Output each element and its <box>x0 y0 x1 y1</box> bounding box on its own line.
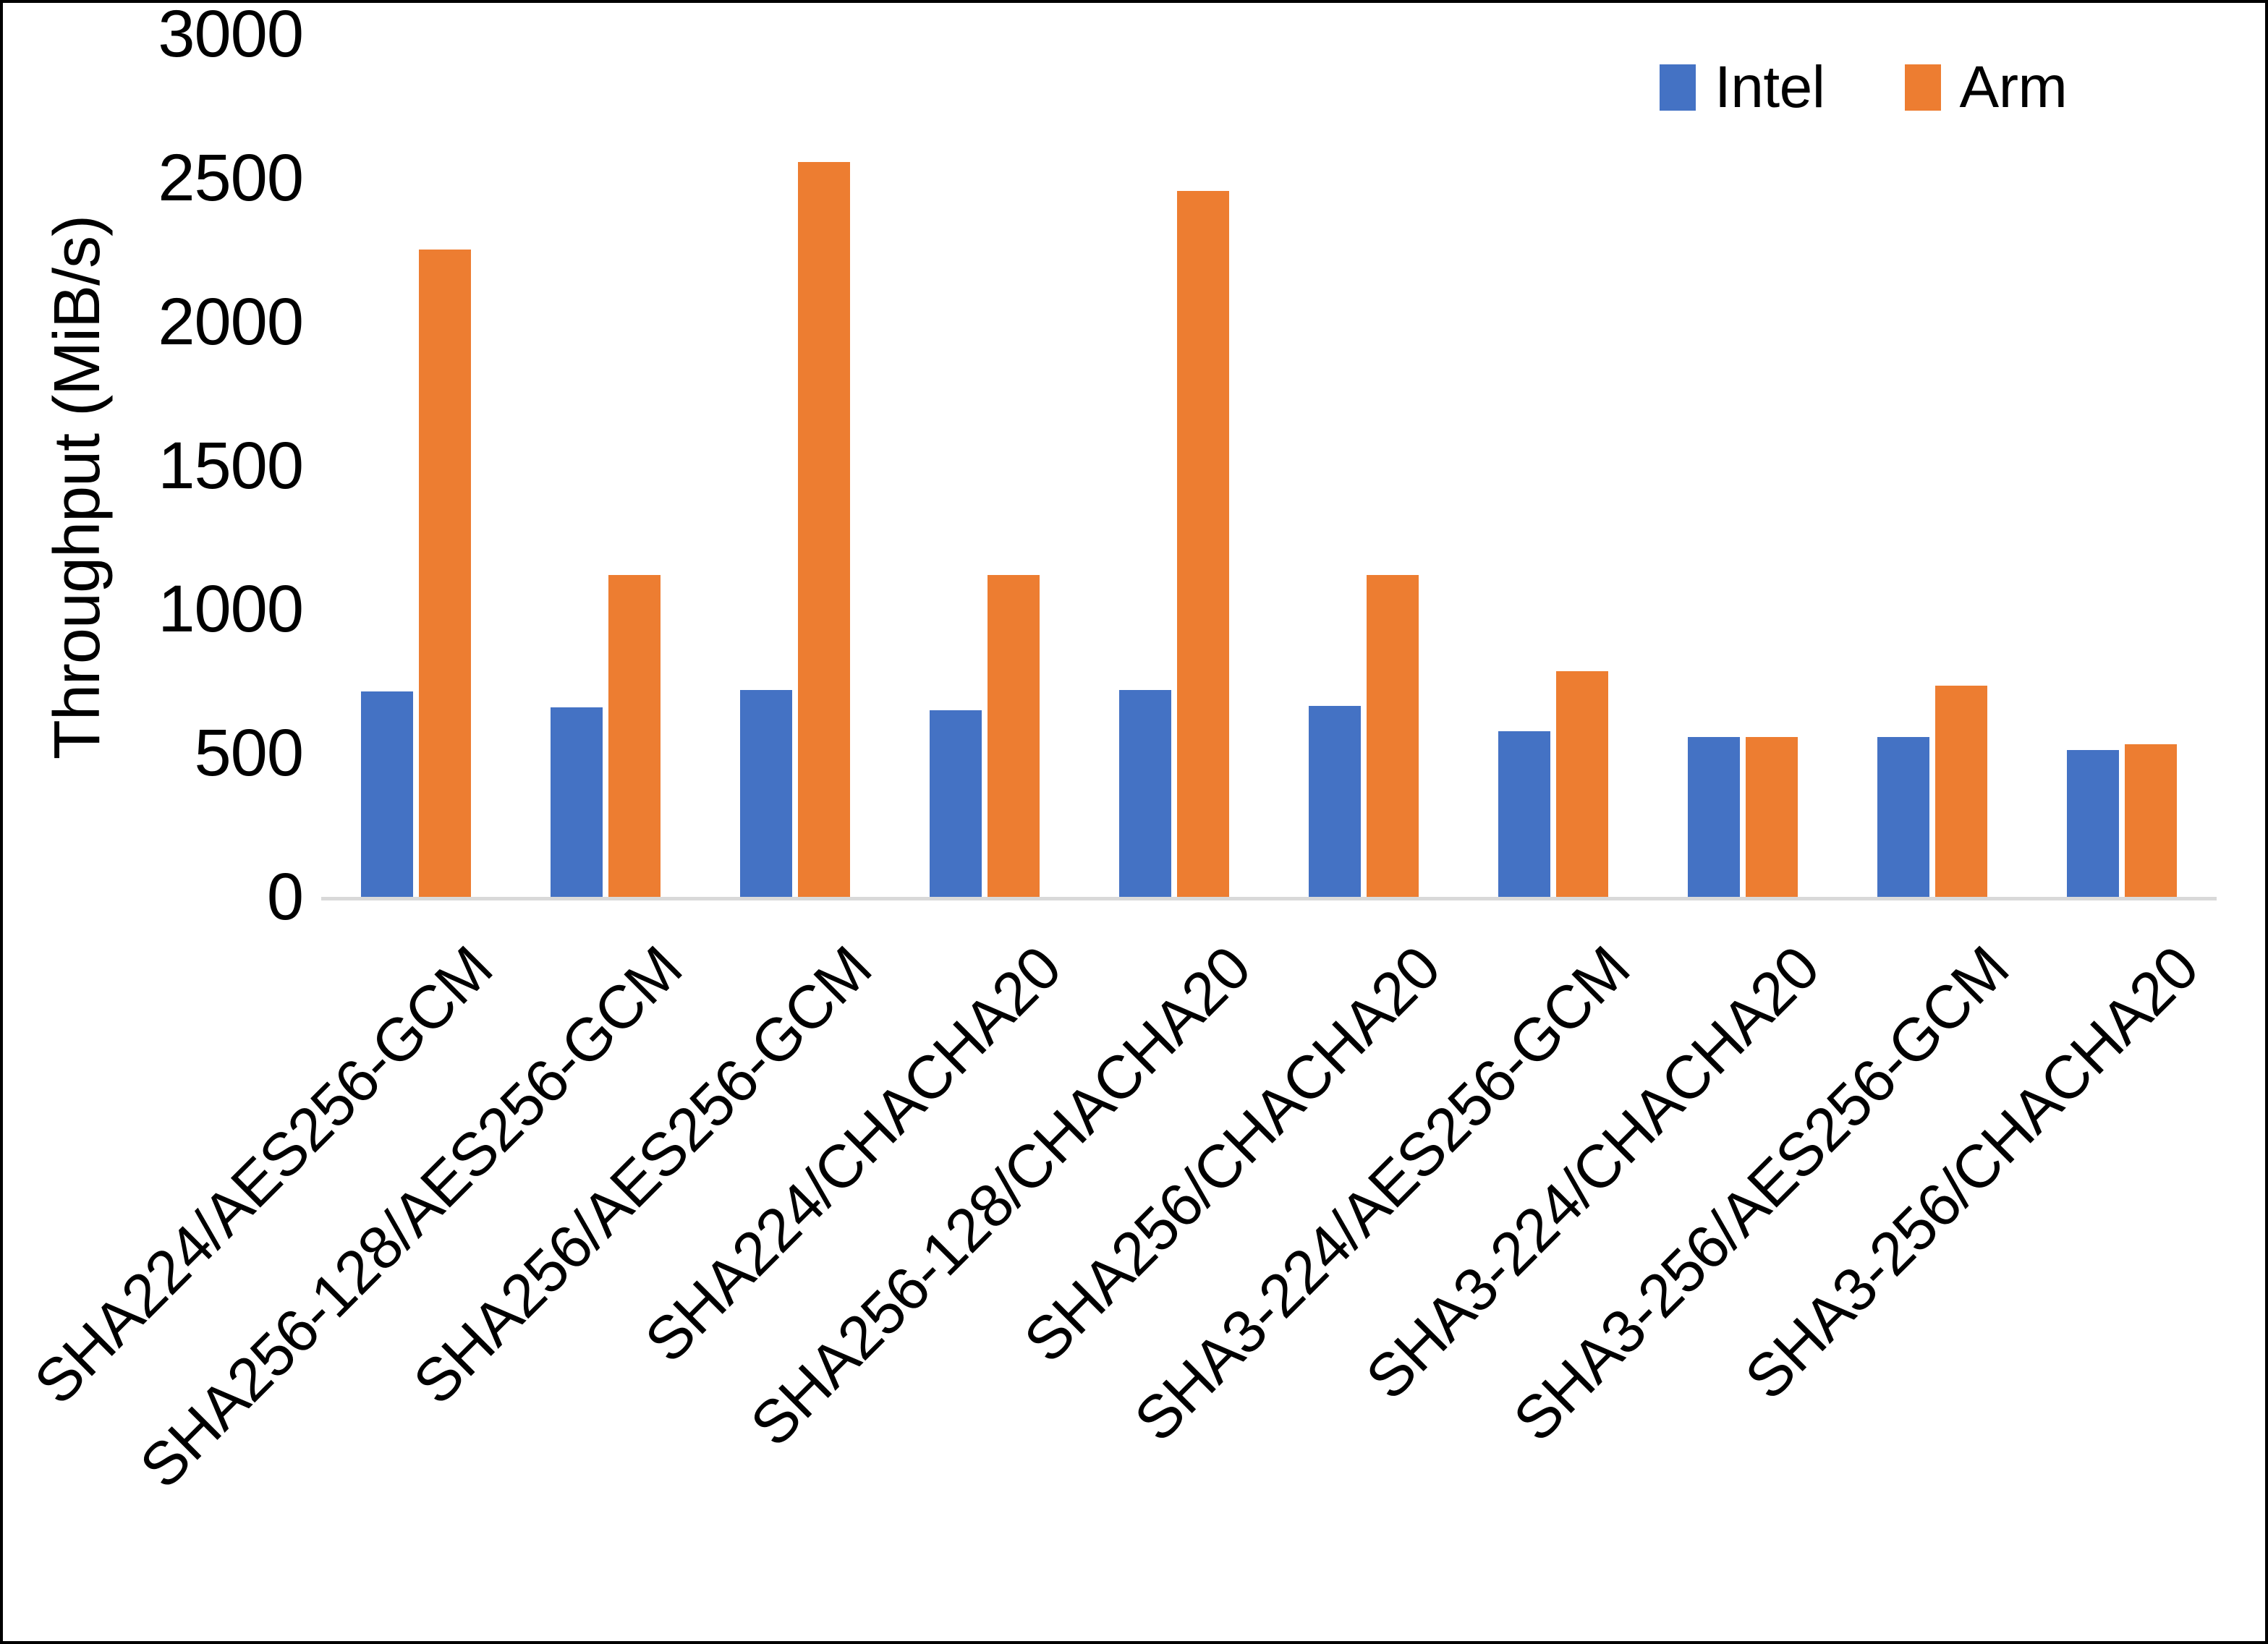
x-axis-baseline <box>321 897 2217 900</box>
legend-swatch-arm-icon <box>1904 64 1941 111</box>
y-axis-tick-labels: 3000 2500 2000 1500 1000 500 0 <box>79 0 305 930</box>
legend-label-arm: Arm <box>1959 54 2068 120</box>
bar-intel-7[interactable] <box>1688 737 1740 897</box>
bar-intel-5[interactable] <box>1309 705 1361 897</box>
y-tick-label: 3000 <box>158 0 304 71</box>
bar-intel-6[interactable] <box>1498 731 1550 897</box>
bar-group <box>890 34 1079 897</box>
bar-group <box>1269 34 1458 897</box>
bar-group <box>321 34 511 897</box>
bar-intel-8[interactable] <box>1877 737 1929 897</box>
x-tick-label: SHA3-224/AES256-GCM <box>1121 933 1642 1455</box>
bar-group <box>1648 34 1838 897</box>
legend-swatch-intel-icon <box>1660 64 1696 111</box>
bar-arm-4[interactable] <box>1177 190 1229 897</box>
bar-arm-6[interactable] <box>1556 670 1608 897</box>
x-tick-label: SHA256/AES256-GCM <box>400 933 884 1417</box>
bar-group <box>2027 34 2217 897</box>
bar-arm-0[interactable] <box>419 250 471 897</box>
chart-legend: Intel Arm <box>1660 54 2068 120</box>
bar-arm-1[interactable] <box>608 574 661 897</box>
y-tick-label: 2000 <box>158 284 304 359</box>
x-tick-label: SHA224/AES256-GCM <box>21 933 505 1417</box>
bar-group <box>1838 34 2027 897</box>
x-tick-label: SHA256-128/AES256-GCM <box>127 933 695 1502</box>
y-tick-label: 0 <box>266 860 304 934</box>
y-tick-label: 1000 <box>158 572 304 647</box>
x-tick-label: SHA224/CHACHA20 <box>632 933 1074 1375</box>
bar-intel-4[interactable] <box>1119 689 1171 897</box>
bar-intel-0[interactable] <box>361 691 413 897</box>
bar-arm-5[interactable] <box>1367 574 1419 897</box>
bar-arm-9[interactable] <box>2125 744 2177 897</box>
bar-intel-3[interactable] <box>930 710 982 897</box>
bar-group <box>1458 34 1648 897</box>
plot-area <box>321 34 2217 900</box>
x-tick-label: SHA3-256/CHACHA20 <box>1732 933 2211 1413</box>
bar-intel-9[interactable] <box>2067 750 2119 897</box>
bar-group <box>1079 34 1269 897</box>
bar-group <box>700 34 890 897</box>
x-tick-label: SHA256-128/CHACHA20 <box>737 933 1263 1459</box>
legend-item-intel[interactable]: Intel <box>1660 58 1825 117</box>
legend-item-arm[interactable]: Arm <box>1904 54 2068 120</box>
y-tick-label: 1500 <box>158 428 304 503</box>
x-tick-label: SHA3-256/AES256-GCM <box>1500 933 2021 1455</box>
bar-arm-3[interactable] <box>988 574 1040 897</box>
x-tick-label: SHA256/CHACHA20 <box>1011 933 1453 1375</box>
bar-arm-2[interactable] <box>798 161 850 897</box>
bar-arm-8[interactable] <box>1935 685 1987 897</box>
bar-arm-7[interactable] <box>1746 737 1798 897</box>
bar-intel-2[interactable] <box>740 689 792 897</box>
bar-intel-1[interactable] <box>551 707 603 897</box>
x-tick-label: SHA3-224/CHACHA20 <box>1353 933 1832 1413</box>
y-tick-label: 2500 <box>158 140 304 215</box>
legend-label-intel: Intel <box>1715 54 1825 120</box>
y-tick-label: 500 <box>194 716 305 791</box>
bar-group <box>511 34 700 897</box>
